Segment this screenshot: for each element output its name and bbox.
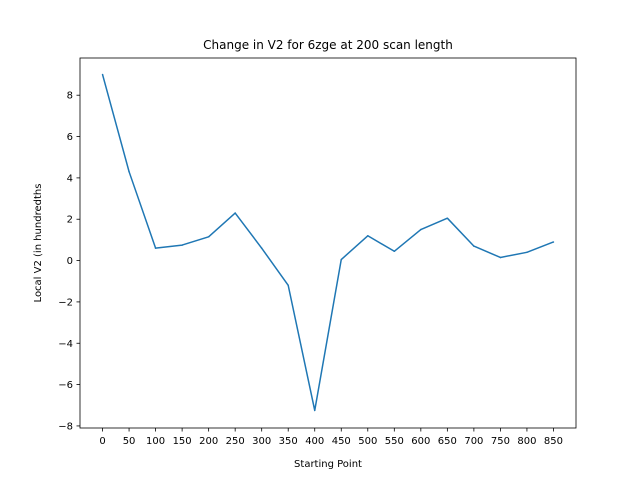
y-tick-label: −8 xyxy=(58,421,73,432)
x-tick-label: 100 xyxy=(146,436,165,447)
data-point xyxy=(340,258,343,261)
x-axis-label: Starting Point xyxy=(294,459,362,470)
y-tick-label: 8 xyxy=(67,91,73,102)
y-tick-label: −4 xyxy=(58,339,73,350)
data-point xyxy=(313,409,316,412)
data-point xyxy=(101,73,104,76)
x-tick-label: 400 xyxy=(305,436,324,447)
x-tick-label: 450 xyxy=(332,436,351,447)
y-tick-label: 2 xyxy=(67,215,73,226)
series-line-0 xyxy=(101,74,554,412)
x-tick-label: 850 xyxy=(544,436,563,447)
data-point xyxy=(393,250,396,253)
data-point xyxy=(526,251,528,254)
data-point xyxy=(446,217,449,219)
y-axis-label: Local V2 (in hundredths xyxy=(33,184,44,303)
y-tick-label: 6 xyxy=(67,132,73,143)
y-axis-ticks: −8 −6 −4 −2 0 2 4 6 8 xyxy=(58,91,80,432)
x-tick-label: 500 xyxy=(358,436,377,447)
data-point xyxy=(181,244,183,246)
x-tick-label: 350 xyxy=(279,436,298,447)
y-tick-label: 4 xyxy=(67,173,73,184)
x-tick-label: 750 xyxy=(491,436,510,447)
x-tick-label: 150 xyxy=(173,436,192,447)
x-tick-label: 650 xyxy=(438,436,457,447)
data-point xyxy=(473,245,475,247)
x-tick-label: 600 xyxy=(411,436,430,447)
x-tick-label: 200 xyxy=(199,436,218,447)
data-point xyxy=(234,212,236,214)
x-tick-label: 550 xyxy=(385,436,404,447)
x-tick-label: 50 xyxy=(123,436,136,447)
data-point xyxy=(207,236,210,238)
x-tick-label: 800 xyxy=(517,436,536,447)
data-point xyxy=(260,247,263,249)
y-tick-label: −2 xyxy=(58,297,73,308)
data-point xyxy=(367,235,369,237)
data-point xyxy=(420,228,422,231)
data-point xyxy=(154,247,157,249)
x-tick-label: 300 xyxy=(252,436,271,447)
data-point xyxy=(128,170,130,173)
x-tick-label: 700 xyxy=(464,436,483,447)
x-tick-label: 250 xyxy=(226,436,245,447)
plot-area-frame xyxy=(79,57,577,429)
plot-series xyxy=(101,73,555,412)
chart-title: Change in V2 for 6zge at 200 scan length xyxy=(203,38,453,52)
y-tick-label: −6 xyxy=(58,380,73,391)
y-tick-label: 0 xyxy=(67,256,73,267)
x-tick-label: 0 xyxy=(99,436,105,447)
data-point xyxy=(499,256,502,259)
data-point xyxy=(552,241,555,243)
x-axis-ticks: 0 50 100 150 200 250 300 350 400 450 500 550 600 650 7… xyxy=(99,428,563,447)
data-point xyxy=(287,284,289,287)
